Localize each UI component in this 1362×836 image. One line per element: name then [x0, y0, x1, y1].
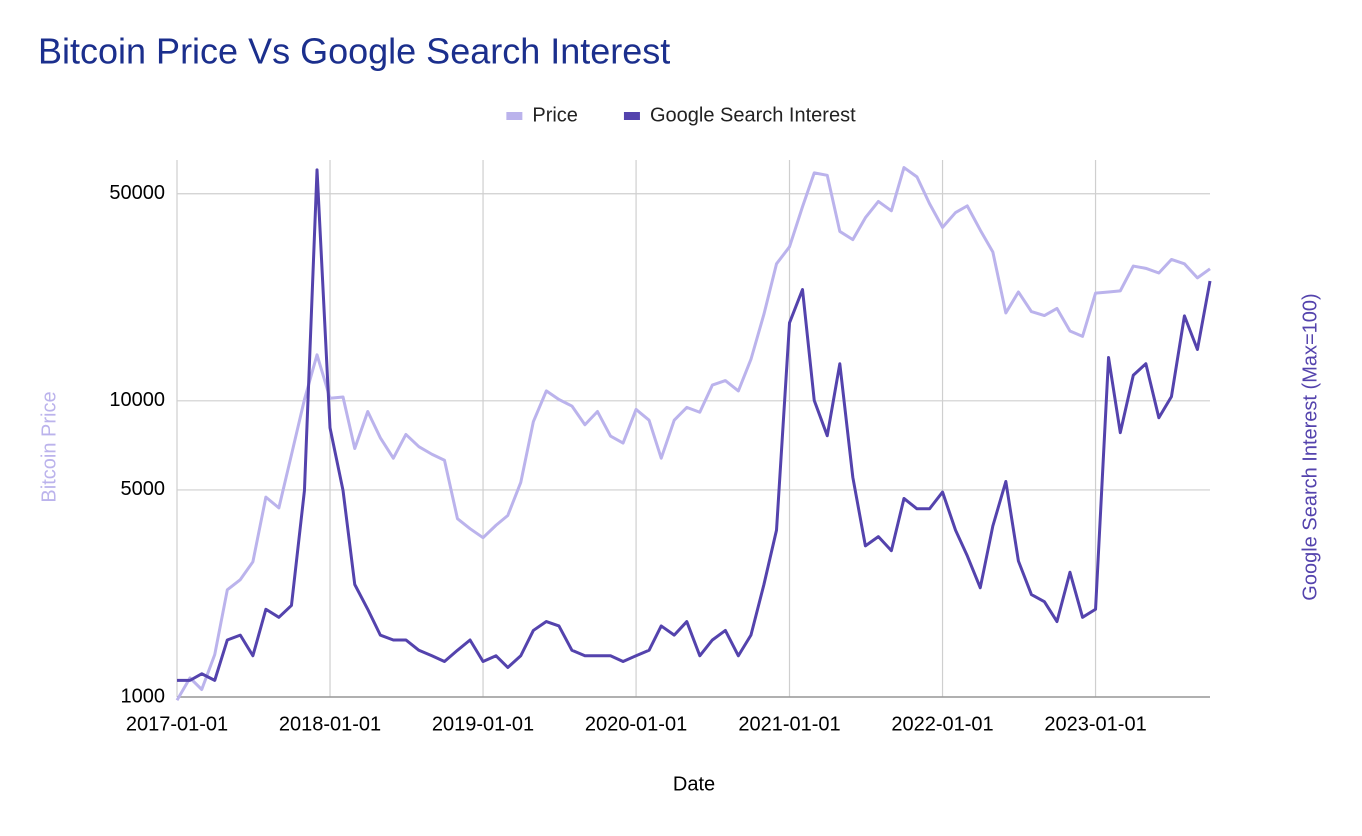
- x-tick-label: 2023-01-01: [1044, 713, 1146, 735]
- x-tick-label: 2017-01-01: [126, 713, 228, 735]
- line-series: [177, 168, 1212, 682]
- legend-swatch: [623, 112, 640, 120]
- x-tick-label: 2019-01-01: [432, 713, 534, 735]
- x-tick-label: 2021-01-01: [738, 713, 840, 735]
- x-tick-label: 2022-01-01: [891, 713, 993, 735]
- legend-label: Google Search Interest: [650, 104, 856, 126]
- legend-swatch: [506, 112, 523, 120]
- y-tick-label: 10000: [109, 389, 165, 411]
- y-tick-label: 50000: [109, 182, 165, 204]
- x-tick-label: 2020-01-01: [585, 713, 687, 735]
- line-series: [175, 166, 1211, 702]
- x-axis-label: Date: [673, 773, 715, 795]
- y-axis-label: Bitcoin Price: [38, 391, 60, 502]
- y2-axis-label: Google Search Interest (Max=100): [1299, 293, 1321, 600]
- y-tick-label: 1000: [121, 685, 166, 707]
- x-tick-label: 2018-01-01: [279, 713, 381, 735]
- y-tick-label: 5000: [121, 478, 166, 500]
- legend: Price Google Search Interest: [506, 104, 856, 126]
- legend-label: Price: [532, 104, 578, 126]
- chart-title: Bitcoin Price Vs Google Search Interest: [38, 31, 670, 72]
